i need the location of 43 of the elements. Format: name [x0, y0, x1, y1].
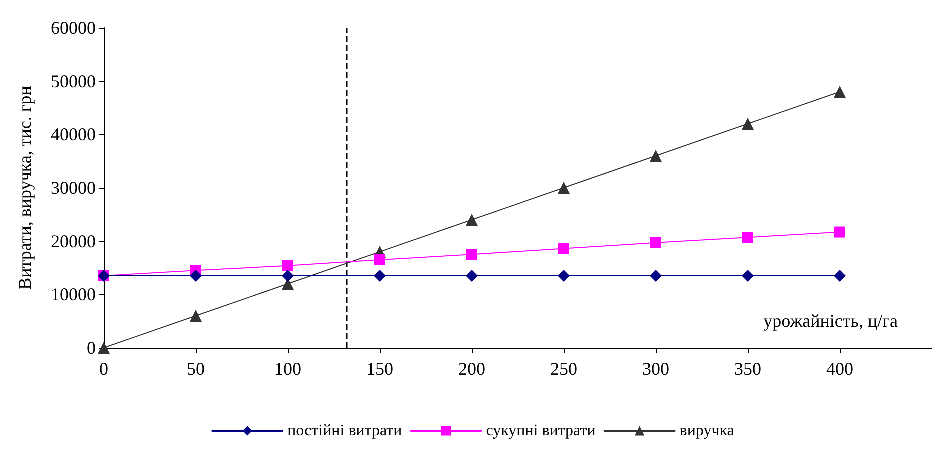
point	[650, 150, 662, 162]
y-tick-label: 30000	[51, 178, 96, 198]
point	[190, 270, 202, 282]
point	[558, 270, 570, 282]
x-tick-label: 50	[187, 359, 205, 379]
point	[742, 270, 754, 282]
point	[742, 232, 754, 244]
point	[374, 254, 386, 266]
x-tick-label: 250	[550, 359, 578, 379]
point	[190, 310, 202, 322]
point	[282, 270, 294, 282]
point	[98, 342, 110, 354]
legend-label: сукупні витрати	[486, 422, 596, 440]
point	[466, 249, 478, 260]
y-axis-title: Витрати, виручка, тис. грн	[15, 86, 35, 290]
point	[650, 237, 662, 248]
point	[466, 214, 478, 226]
x-tick-label: 200	[458, 359, 486, 379]
point	[742, 118, 754, 130]
x-tick-label: 0	[100, 359, 108, 379]
x-tick-label: 400	[826, 359, 854, 379]
x-tick-label: 300	[642, 359, 670, 379]
x-axis-title: урожайність, ц/га	[764, 311, 898, 331]
point	[558, 182, 570, 194]
point	[834, 226, 846, 238]
y-tick-label: 40000	[51, 124, 96, 145]
point	[558, 243, 570, 254]
y-tick-label: 10000	[51, 284, 96, 305]
y-tick-label: 60000	[51, 18, 96, 38]
x-tick-label: 350	[734, 359, 762, 379]
x-tick-label: 100	[274, 359, 302, 379]
point	[834, 270, 846, 282]
legend-label: постійні витрати	[288, 422, 403, 440]
y-tick-label: 50000	[51, 71, 96, 92]
point	[466, 270, 478, 282]
point	[374, 270, 386, 282]
y-tick-label: 20000	[51, 231, 96, 252]
point	[282, 260, 294, 272]
legend-label: виручка	[680, 422, 734, 440]
x-tick-label: 150	[366, 359, 394, 379]
y-tick-label: 0	[87, 338, 96, 358]
point	[650, 270, 662, 282]
point	[834, 86, 846, 98]
